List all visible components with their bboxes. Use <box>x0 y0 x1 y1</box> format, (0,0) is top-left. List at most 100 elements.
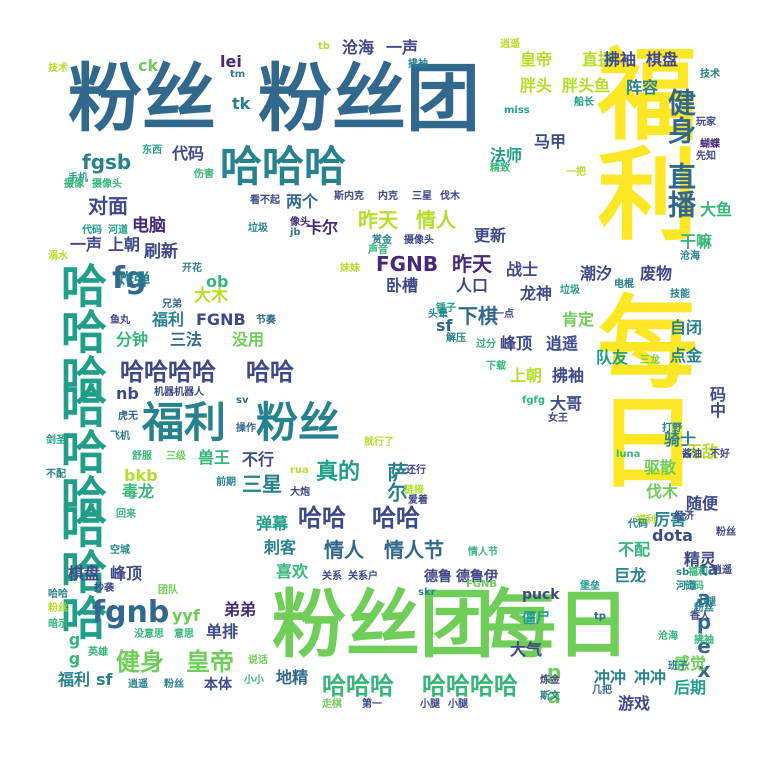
cloud-word: 昨天 <box>452 252 492 276</box>
cloud-word: 爱着 <box>408 495 428 506</box>
cloud-word: 队友 <box>596 348 629 367</box>
cloud-word: 下棋 <box>458 304 498 328</box>
cloud-word: 声音 <box>368 245 388 256</box>
cloud-word: 不行 <box>242 450 275 469</box>
cloud-word: 直播 <box>582 50 615 69</box>
cloud-word: 精致 <box>490 163 510 174</box>
cloud-word: 就行了 <box>364 437 394 448</box>
cloud-word: 电棍 <box>614 279 634 290</box>
cloud-word: 逍遥 <box>128 679 148 690</box>
cloud-word: 三星 <box>412 191 432 202</box>
cloud-word: 哈哈哈 <box>54 502 108 640</box>
cloud-word: 精灵 <box>684 550 717 569</box>
cloud-word: 垃圾 <box>560 285 580 296</box>
cloud-word: 三龙 <box>640 355 660 366</box>
cloud-word: 哈哈 <box>372 504 420 532</box>
cloud-word: 锤子 <box>436 303 456 314</box>
cloud-word: FGNB <box>466 579 498 590</box>
cloud-word: 战士 <box>506 260 539 279</box>
cloud-word: 龙神 <box>520 284 553 303</box>
cloud-word: 伤害 <box>194 169 214 180</box>
cloud-word: 经济 <box>674 511 694 522</box>
cloud-word: 哈哈哈 <box>220 142 347 191</box>
cloud-word: 卡尔 <box>306 218 339 237</box>
cloud-word: 情人 <box>324 538 364 562</box>
cloud-word: 一点 <box>494 309 514 320</box>
cloud-word: sf <box>96 670 113 689</box>
cloud-word: 两个 <box>286 192 319 211</box>
cloud-word: 大木 <box>194 286 228 306</box>
cloud-word: 技术 <box>48 63 68 74</box>
cloud-word: 一声 <box>386 38 419 57</box>
cloud-word: 每日 <box>580 290 697 490</box>
cloud-word: 技术 <box>700 69 720 80</box>
cloud-word: fgnb <box>92 595 170 630</box>
cloud-word: 后期 <box>674 678 707 697</box>
cloud-word: 肯定 <box>562 310 595 329</box>
cloud-word: 胖头 <box>520 76 553 95</box>
cloud-word: 点金 <box>670 346 703 365</box>
cloud-word: 看不起 <box>250 195 280 206</box>
cloud-word: 酱油 <box>682 449 702 460</box>
cloud-word: 节奏 <box>256 315 276 326</box>
cloud-word: ob <box>206 272 229 291</box>
cloud-word: 摄像头 <box>92 179 122 190</box>
cloud-word: 链接 <box>404 485 424 496</box>
cloud-word: 电脑 <box>132 216 166 236</box>
cloud-word: 刺客 <box>264 538 297 557</box>
cloud-word: 空城 <box>110 545 130 556</box>
cloud-word: 刷新 <box>144 242 178 262</box>
cloud-word: 技能 <box>670 289 690 300</box>
cloud-word: 毒龙 <box>122 482 155 501</box>
cloud-word: 哈哈 <box>246 358 294 386</box>
cloud-word: 上朝 <box>108 235 141 254</box>
cloud-word: fgsb <box>82 150 132 174</box>
cloud-word: tm <box>230 69 246 80</box>
cloud-word: 手机 <box>68 173 88 184</box>
cloud-word: sb <box>676 567 690 578</box>
cloud-word: 内克 <box>378 191 398 202</box>
cloud-word: bkb <box>124 466 158 485</box>
cloud-word: 马甲 <box>534 132 567 151</box>
cloud-word: rua <box>290 465 309 476</box>
cloud-word: 德鲁 <box>424 569 452 585</box>
cloud-word: 不配 <box>618 540 651 559</box>
cloud-word: 开花 <box>182 263 202 274</box>
cloud-word: 团队 <box>158 585 178 596</box>
cloud-word: 哈哈哈 <box>54 262 108 400</box>
cloud-word: 沧海 <box>658 631 678 642</box>
cloud-word: 炸弹 <box>118 270 151 289</box>
cloud-word: 弹幕 <box>256 514 289 533</box>
cloud-word: 峰顶 <box>500 334 533 353</box>
cloud-word: 小腿 <box>420 699 440 710</box>
cloud-word: 感觉 <box>674 654 707 673</box>
cloud-word: 潮汐 <box>580 264 613 283</box>
cloud-word: 先知 <box>696 151 716 162</box>
cloud-word: 关系户 <box>348 571 378 582</box>
cloud-word: 斯内克 <box>334 191 364 202</box>
cloud-word: 真的 <box>316 460 361 485</box>
cloud-word: 粉丝团 <box>258 56 480 142</box>
cloud-word: 棋盘 <box>68 564 101 583</box>
cloud-word: skr <box>418 587 436 598</box>
cloud-word: 小小 <box>244 675 264 686</box>
cloud-word: 拂袖 <box>604 50 637 69</box>
cloud-word: 剑圣 <box>46 435 66 446</box>
cloud-word: 兄弟 <box>162 299 182 310</box>
cloud-word: 大炮 <box>290 487 310 498</box>
cloud-word: 粉丝 <box>164 679 184 690</box>
cloud-word: 自闭 <box>670 318 703 337</box>
cloud-word: 分钟 <box>116 330 149 349</box>
cloud-word: 福利 <box>58 670 91 689</box>
cloud-word: 粉丝 <box>68 56 216 142</box>
cloud-word: 斯文 <box>540 691 560 702</box>
cloud-word: 萨尔 <box>384 462 408 502</box>
cloud-word: 哈哈 <box>48 589 68 600</box>
cloud-word: 没用 <box>232 330 265 349</box>
cloud-word: 像头 <box>290 217 310 228</box>
cloud-word: 废物 <box>640 264 673 283</box>
cloud-word: 三级 <box>166 451 186 462</box>
cloud-word: 几把 <box>592 685 612 696</box>
cloud-word: 大鱼 <box>700 200 733 219</box>
cloud-word: 德鲁伊 <box>456 569 498 585</box>
